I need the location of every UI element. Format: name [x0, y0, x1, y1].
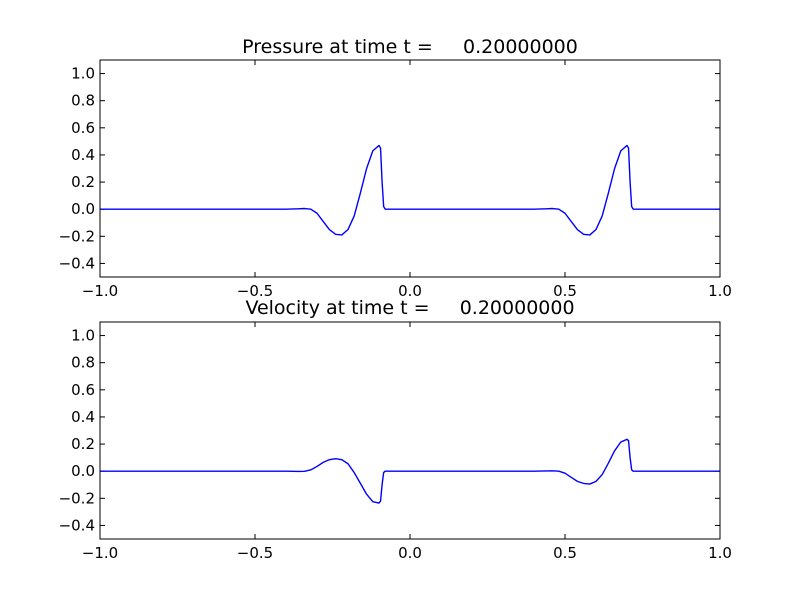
- pressure-ytick-label: 0.0: [71, 200, 95, 218]
- pressure-xtick-label: 0.0: [398, 282, 422, 300]
- velocity-ytick-label: −0.2: [59, 489, 95, 507]
- pressure-axes-frame: [99, 59, 721, 278]
- velocity-ytick-label: 0.6: [71, 381, 95, 399]
- velocity-series-line: [100, 438, 720, 504]
- velocity-ytick-label: 0.2: [71, 435, 95, 453]
- pressure-ytick-label: 0.8: [71, 92, 95, 110]
- velocity-title: Velocity at time t = 0.20000000: [245, 297, 574, 319]
- pressure-ytick-label: −0.2: [59, 227, 95, 245]
- pressure-ytick-label: 1.0: [71, 65, 95, 83]
- velocity-ytick-label: 0.8: [71, 354, 95, 372]
- pressure-xtick-label: −0.5: [237, 282, 273, 300]
- velocity-subplot: Velocity at time t = 0.20000000 −1.0 −0.5…: [59, 297, 732, 562]
- velocity-ytick-label: 1.0: [71, 327, 95, 345]
- velocity-xtick-label: −1.0: [82, 544, 118, 562]
- pressure-ytick-label: 0.6: [71, 119, 95, 137]
- pressure-subplot: Pressure at time t = 0.20000000 −1.0 −0.5…: [59, 36, 732, 300]
- pressure-series-line: [100, 144, 720, 236]
- pressure-xtick-label: −1.0: [82, 282, 118, 300]
- pressure-xtick-label: 0.5: [553, 282, 577, 300]
- velocity-axes-frame: [99, 321, 721, 540]
- velocity-xtick-label: 0.0: [398, 544, 422, 562]
- velocity-ytick-label: −0.4: [59, 516, 95, 534]
- pressure-series: [100, 144, 720, 236]
- pressure-ytick-label: −0.4: [59, 254, 95, 272]
- velocity-xtick-label: −0.5: [237, 544, 273, 562]
- pressure-xtick-label: 1.0: [708, 282, 732, 300]
- velocity-ytick-label: 0.4: [71, 408, 95, 426]
- velocity-ytick-label: 0.0: [71, 462, 95, 480]
- pressure-ticks: −1.0 −0.5 0.0 0.5 1.0 −0.4 −0.2 0.0 0.2 0.4 0.6 0.8…: [59, 60, 732, 300]
- pressure-title: Pressure at time t = 0.20000000: [242, 36, 578, 58]
- velocity-ticks: −1.0 −0.5 0.0 0.5 1.0 −0.4 −0.2 0.0 0.2 0.4 0.6 0.8…: [59, 322, 732, 562]
- velocity-xtick-label: 1.0: [708, 544, 732, 562]
- velocity-xtick-label: 0.5: [553, 544, 577, 562]
- pressure-ytick-label: 0.2: [71, 173, 95, 191]
- velocity-series: [100, 438, 720, 504]
- pressure-ytick-label: 0.4: [71, 146, 95, 164]
